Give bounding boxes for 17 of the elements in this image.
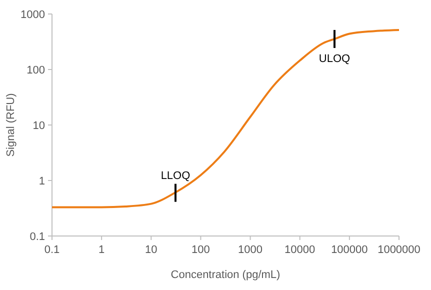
y-tick-label: 1 [38, 175, 45, 188]
y-tick-label: 10 [32, 120, 45, 132]
y-axis-title: Signal (RFU) [5, 93, 17, 157]
x-tick-label: 100 [192, 244, 210, 256]
x-tick-label: 1000 [238, 244, 263, 256]
x-tick-label: 1000000 [378, 244, 420, 256]
annotation: ULOQ [318, 52, 351, 65]
annotation: LLOQ [160, 170, 191, 182]
x-tick-label: 10000 [284, 244, 316, 256]
y-tick-label: 100 [26, 64, 45, 76]
x-tick-label: 100000 [331, 244, 368, 256]
x-tick-label: 1 [98, 244, 105, 256]
x-tick-label: 0.1 [44, 244, 60, 256]
x-tick-label: 10 [145, 244, 158, 256]
x-axis-title: Concentration (pg/mL) [170, 269, 280, 281]
y-tick-label: 1000 [20, 8, 45, 21]
y-tick-label: 0.1 [30, 230, 45, 243]
